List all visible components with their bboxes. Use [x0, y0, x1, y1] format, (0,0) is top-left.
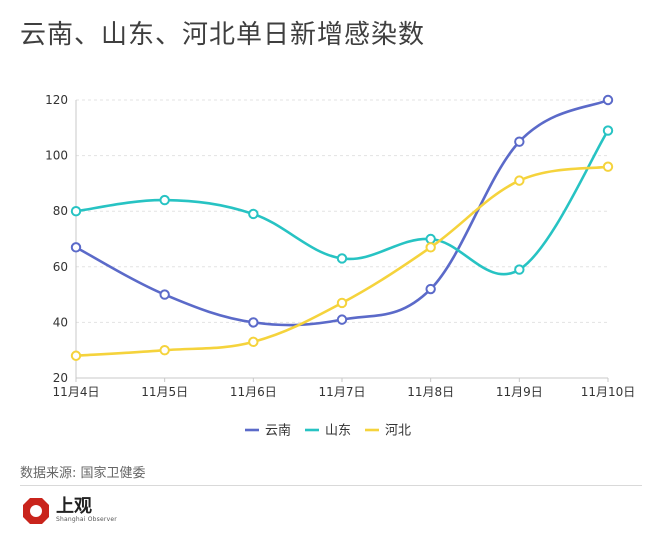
data-point: [336, 297, 348, 309]
data-point: [425, 233, 436, 245]
x-tick-label: 11月5日: [141, 385, 188, 399]
logo-icon: [23, 498, 49, 524]
data-point: [602, 94, 614, 106]
x-tick-label: 11月9日: [496, 385, 543, 399]
legend-label: 云南: [265, 423, 291, 439]
data-point: [425, 283, 436, 295]
data-point: [159, 194, 170, 206]
y-tick-label: 80: [53, 204, 68, 218]
y-tick-label: 100: [45, 149, 68, 163]
x-tick-label: 11月4日: [53, 385, 100, 399]
data-point: [514, 175, 525, 186]
y-tick-label: 20: [53, 371, 68, 385]
data-point: [70, 206, 82, 217]
data-point: [514, 264, 525, 275]
data-point: [336, 253, 348, 264]
data-point: [514, 136, 525, 147]
divider: [20, 485, 642, 486]
brand-logo: 上观 Shanghai Observer: [22, 497, 117, 525]
data-point: [159, 345, 170, 356]
data-point: [248, 317, 259, 328]
series-line-云南: [75, 98, 609, 327]
line-chart: 20 40 60 80 100 120 11月4日 11月5日 11月6日 11月7日 11月8日 1…: [45, 93, 636, 439]
data-point: [248, 208, 259, 220]
logo-text: 上观: [56, 496, 92, 517]
data-point: [248, 336, 259, 348]
data-point: [159, 289, 170, 300]
data-point: [70, 350, 82, 361]
data-point: [602, 125, 614, 136]
y-tick-label: 60: [53, 260, 68, 274]
chart-title: 云南、山东、河北单日新增感染数: [20, 20, 426, 50]
x-tick-label: 11月8日: [407, 385, 454, 399]
legend-label: 河北: [385, 424, 411, 439]
logo-subtext: Shanghai Observer: [56, 516, 117, 523]
y-tick-label: 40: [53, 315, 68, 329]
data-source: 数据来源: 国家卫健委: [20, 466, 146, 481]
y-tick-label: 120: [45, 93, 68, 107]
data-point: [425, 242, 436, 253]
data-point: [70, 242, 82, 253]
data-point: [602, 161, 614, 172]
data-point: [336, 314, 348, 325]
legend-label: 山东: [325, 424, 351, 439]
series-line-山东: [75, 129, 610, 276]
x-tick-label: 11月10日: [581, 385, 636, 399]
x-tick-label: 11月6日: [230, 385, 277, 399]
x-tick-label: 11月7日: [319, 385, 366, 399]
